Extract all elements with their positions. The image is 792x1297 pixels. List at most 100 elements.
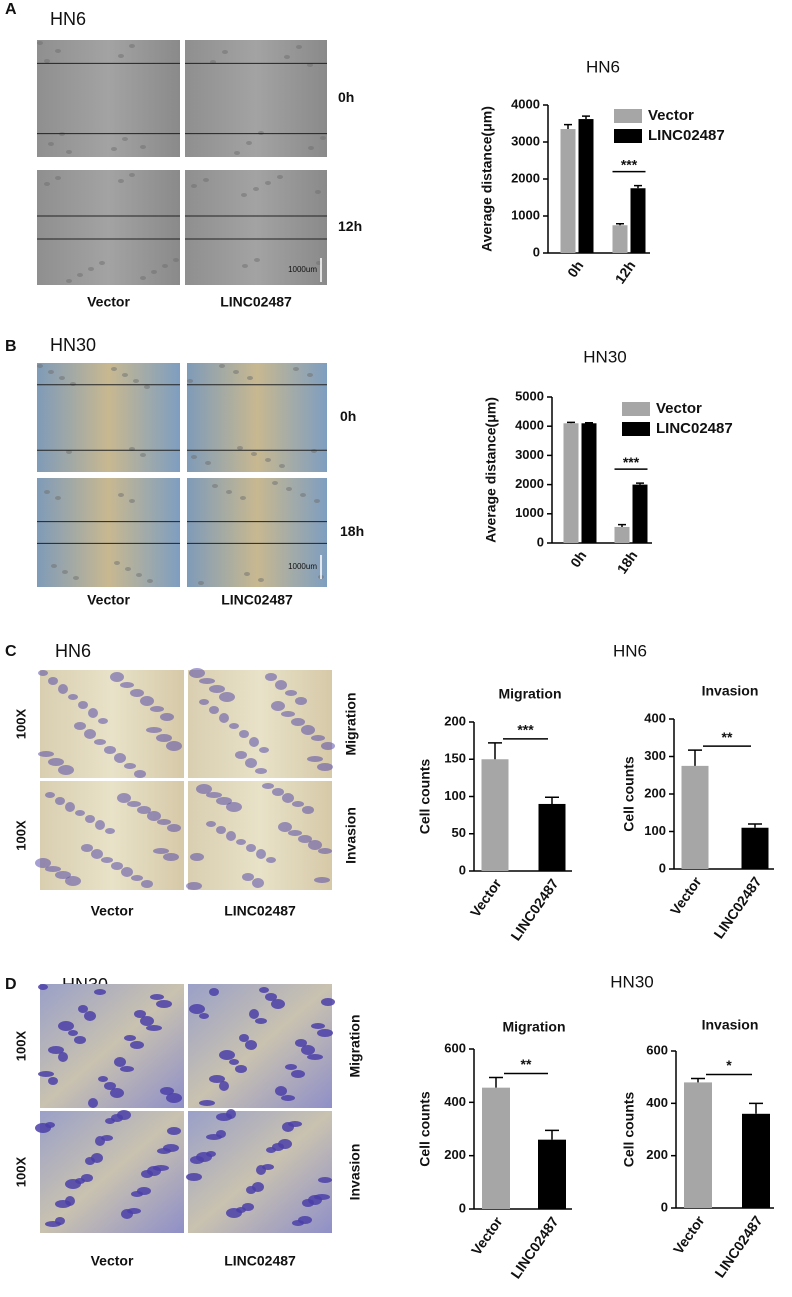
cell — [186, 882, 202, 890]
cell — [281, 1095, 295, 1101]
cell — [37, 41, 43, 45]
cell — [216, 1113, 232, 1121]
significance: * — [726, 1057, 732, 1073]
significance: ** — [722, 729, 733, 745]
cell — [44, 490, 50, 494]
cell — [302, 1199, 314, 1207]
cell — [212, 484, 218, 488]
cell — [88, 708, 98, 718]
micrograph — [185, 40, 327, 157]
bar — [581, 423, 597, 543]
y-axis-label: Average distance(μm) — [483, 397, 499, 543]
cell — [242, 873, 254, 881]
cell — [226, 490, 232, 494]
cell — [124, 763, 136, 769]
chart-heading: HN6 — [613, 641, 647, 660]
y-tick-label: 0 — [459, 862, 466, 877]
cell — [318, 1177, 332, 1183]
cell — [147, 579, 153, 583]
cell — [150, 994, 164, 1000]
cell — [254, 258, 260, 262]
cell — [81, 844, 93, 852]
cell — [167, 824, 181, 832]
error-bar — [616, 223, 624, 226]
cell-line: HN6 — [50, 9, 86, 29]
y-tick-label: 0 — [659, 860, 666, 875]
cell — [281, 711, 295, 717]
cell — [140, 145, 146, 149]
cell — [38, 751, 54, 757]
bar — [632, 484, 648, 543]
cell — [84, 1011, 96, 1021]
cell — [318, 848, 332, 854]
micrograph — [37, 170, 180, 285]
legend-label: LINC02487 — [648, 127, 725, 144]
cell — [58, 684, 68, 694]
cell — [140, 1016, 154, 1026]
cell — [94, 989, 106, 995]
y-tick-label: 3000 — [511, 133, 540, 148]
x-tick-label: 12h — [612, 258, 639, 287]
cell — [258, 131, 264, 135]
chart-title: Invasion — [702, 1017, 759, 1033]
micrograph — [37, 40, 180, 157]
cell — [85, 1157, 95, 1165]
y-tick-label: 0 — [661, 1199, 668, 1214]
legend-label: Vector — [656, 400, 702, 417]
column-label: LINC02487 — [224, 1253, 296, 1269]
y-tick-label: 100 — [644, 823, 666, 838]
cell — [196, 784, 212, 794]
x-tick-label: Vector — [667, 873, 705, 918]
cell — [104, 746, 116, 754]
cell — [157, 819, 171, 825]
cell — [59, 376, 65, 380]
y-tick-label: 100 — [444, 788, 466, 803]
column-label: Vector — [91, 903, 134, 919]
cell — [35, 1123, 51, 1133]
cell — [293, 367, 299, 371]
x-tick-label: LINC02487 — [710, 873, 764, 941]
x-tick-label: LINC02487 — [711, 1212, 765, 1280]
cell — [121, 1209, 133, 1219]
legend-swatch — [622, 422, 650, 436]
cell — [133, 379, 139, 383]
cell — [272, 481, 278, 485]
cell — [35, 858, 51, 868]
panel-letter: D — [5, 976, 17, 993]
cell — [78, 1005, 88, 1013]
cell — [282, 1122, 294, 1132]
magnification: 100X — [13, 1156, 28, 1187]
y-tick-label: 2000 — [515, 476, 544, 491]
cell — [271, 999, 285, 1009]
cell — [256, 849, 266, 859]
cell-line: HN30 — [50, 335, 96, 355]
y-tick-label: 200 — [444, 713, 466, 728]
y-tick-label: 2000 — [511, 170, 540, 185]
cell — [124, 1035, 136, 1041]
cell — [307, 756, 323, 762]
error-bar — [564, 123, 572, 130]
cell — [245, 758, 257, 768]
cell — [237, 446, 243, 450]
cell — [233, 370, 239, 374]
column-label: Vector — [87, 592, 130, 608]
cell — [146, 1025, 162, 1031]
bar — [563, 423, 579, 543]
column-label: LINC02487 — [224, 903, 296, 919]
cell — [288, 830, 302, 836]
cell — [166, 1093, 182, 1103]
cell — [163, 853, 179, 861]
cell — [222, 50, 228, 54]
cell — [91, 849, 103, 859]
cell — [85, 815, 95, 823]
cell — [122, 137, 128, 141]
cell — [275, 680, 287, 690]
bar — [614, 526, 630, 543]
y-tick-label: 200 — [644, 785, 666, 800]
bar — [481, 759, 509, 871]
cell — [114, 1057, 126, 1067]
micrograph — [188, 670, 332, 778]
cell — [88, 1098, 98, 1108]
cell — [258, 578, 264, 582]
legend-swatch — [614, 109, 642, 123]
